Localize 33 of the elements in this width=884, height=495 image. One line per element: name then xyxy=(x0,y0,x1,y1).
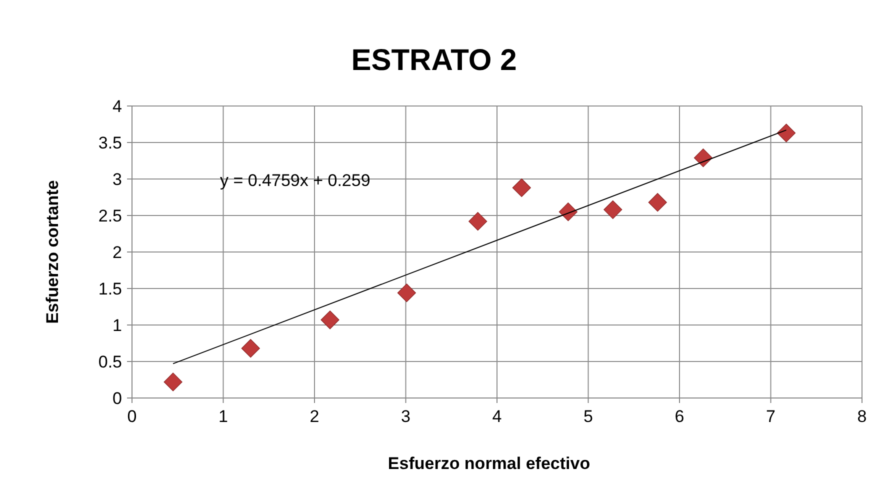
y-tick-label: 1.5 xyxy=(98,280,122,298)
x-tick-label: 2 xyxy=(310,407,320,426)
y-tick-label: 0.5 xyxy=(98,352,122,372)
y-tick-label: 3.5 xyxy=(98,134,122,152)
x-axis-title: Esfuerzo normal efectivo xyxy=(388,454,590,473)
point xyxy=(648,193,667,212)
point xyxy=(604,200,622,219)
point xyxy=(241,339,260,358)
x-tick-label: 0 xyxy=(127,407,137,426)
x-tick-label: 7 xyxy=(766,407,776,426)
point xyxy=(320,310,340,330)
y-tick-label: 3 xyxy=(112,170,122,189)
x-tick-label: 1 xyxy=(218,407,228,426)
x-tick-label: 8 xyxy=(857,407,867,426)
point xyxy=(694,148,713,168)
point xyxy=(164,372,182,392)
y-tick-label: 1 xyxy=(112,316,122,335)
y-tick-label: 2 xyxy=(112,243,122,262)
chart-title: ESTRATO 2 xyxy=(351,44,517,77)
point xyxy=(776,124,796,142)
x-tick-label: 5 xyxy=(584,407,593,426)
x-tick-label: 6 xyxy=(674,407,684,426)
y-axis-title: Esfuerzo cortante xyxy=(43,180,62,324)
x-tick-label: 3 xyxy=(401,407,410,426)
point xyxy=(397,284,416,302)
y-tick-label: 0 xyxy=(112,389,122,408)
point xyxy=(468,212,488,231)
x-tick-label: 4 xyxy=(492,407,502,426)
annotation: y = 0.4759x + 0.259 xyxy=(220,170,370,190)
y-tick-label: 4 xyxy=(112,97,122,116)
point xyxy=(512,178,531,198)
point xyxy=(558,202,578,222)
y-tick-label: 2.5 xyxy=(98,206,122,226)
